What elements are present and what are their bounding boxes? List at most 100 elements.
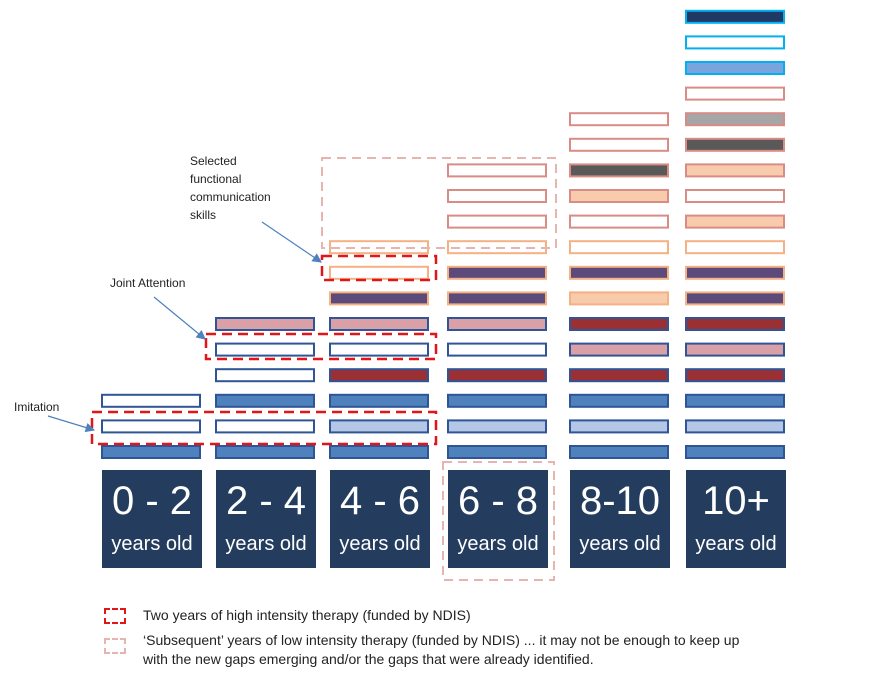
skill-bar — [215, 445, 315, 459]
skill-bar — [329, 265, 429, 280]
skill-bar — [685, 137, 785, 152]
skill-bar — [215, 393, 315, 408]
high-intensity-box-functional-communication — [320, 254, 438, 282]
skill-bar — [215, 419, 315, 434]
skill-bar — [329, 317, 429, 331]
skill-bar — [101, 419, 201, 434]
skill-bar — [569, 419, 669, 434]
skill-bar — [447, 163, 547, 178]
age-range: 6 - 8 — [457, 479, 539, 523]
age-range: 4 - 6 — [339, 479, 421, 523]
skill-bar — [447, 368, 547, 383]
skill-bar — [101, 393, 201, 408]
skill-bar — [569, 368, 669, 383]
age-box-4-6: 4 - 6 years old — [330, 470, 430, 568]
skill-bar — [569, 393, 669, 408]
skill-bar — [569, 214, 669, 229]
functional-communication-line-1: Selected — [190, 154, 237, 168]
imitation-label: Imitation — [14, 400, 60, 414]
skill-bar — [685, 163, 785, 178]
skill-bar — [447, 445, 547, 459]
skill-bar — [329, 342, 429, 357]
skill-bar — [569, 291, 669, 306]
high-intensity-box-joint-attention — [204, 332, 438, 361]
imitation-arrow — [47, 415, 96, 433]
low-intensity-box-6-8-upper — [321, 157, 557, 249]
functional-communication-line-2: functional — [190, 172, 242, 186]
skill-bar — [685, 61, 785, 75]
skill-bar — [685, 393, 785, 408]
age-range: 2 - 4 — [225, 479, 307, 523]
legend-low-intensity-text-1: ‘Subsequent’ years of low intensity ther… — [143, 632, 740, 648]
skill-bar — [685, 35, 785, 50]
skill-bar — [447, 189, 547, 203]
skill-bar — [329, 419, 429, 434]
age-unit: years old — [695, 533, 777, 555]
skill-bars-layer — [101, 9, 785, 459]
skill-bar — [685, 214, 785, 229]
functional-communication-line-4: skills — [190, 208, 216, 222]
skill-bar — [685, 189, 785, 203]
age-unit: years old — [111, 533, 193, 555]
skill-bar — [329, 291, 429, 306]
skill-bar — [685, 9, 785, 24]
skill-bar — [215, 317, 315, 331]
skill-bar — [569, 137, 669, 152]
skill-bar — [215, 342, 315, 357]
skill-bar — [447, 317, 547, 331]
skill-bar — [569, 163, 669, 178]
age-box-8-10: 8-10 years old — [570, 470, 670, 568]
low-intensity-box-6-8-lower — [442, 461, 555, 581]
age-range: 8-10 — [579, 479, 661, 523]
age-box-2-4: 2 - 4 years old — [216, 470, 316, 568]
skill-bar — [685, 368, 785, 383]
skill-bar — [569, 342, 669, 357]
functional-communication-line-3: communication — [190, 190, 271, 204]
skill-bar — [685, 265, 785, 280]
functional-communication-label: Selected functional communication skills — [190, 152, 271, 224]
skill-bar — [329, 445, 429, 459]
skill-bar — [569, 240, 669, 255]
skill-bar — [447, 342, 547, 357]
skill-bar — [569, 445, 669, 459]
skill-bar — [215, 368, 315, 383]
skill-bar — [447, 419, 547, 434]
skill-bar — [685, 112, 785, 127]
functional-communication-arrow — [261, 221, 322, 263]
skill-bar — [569, 189, 669, 203]
age-box-6-8: 6 - 8 years old — [448, 470, 548, 568]
skill-bar — [569, 265, 669, 280]
joint-attention-label: Joint Attention — [110, 276, 186, 290]
skill-bar — [685, 291, 785, 306]
age-unit: years old — [225, 533, 307, 555]
skill-bar — [329, 393, 429, 408]
joint-attention-arrow — [153, 296, 206, 340]
age-unit: years old — [457, 533, 539, 555]
skill-bar — [685, 342, 785, 357]
skill-bar — [685, 317, 785, 331]
age-range: 10+ — [702, 479, 770, 523]
skill-bar — [447, 393, 547, 408]
skill-bar — [685, 445, 785, 459]
skill-bar — [685, 240, 785, 255]
age-unit: years old — [579, 533, 661, 555]
skill-bar — [685, 86, 785, 101]
legend-high-intensity-text: Two years of high intensity therapy (fun… — [143, 607, 471, 623]
skill-bar — [447, 265, 547, 280]
age-range: 0 - 2 — [111, 479, 193, 523]
age-box-0-2: 0 - 2 years old — [102, 470, 202, 568]
skill-bar — [685, 419, 785, 434]
age-unit: years old — [339, 533, 421, 555]
skill-bar — [101, 445, 201, 459]
skill-bar — [569, 317, 669, 331]
skill-bar — [569, 112, 669, 127]
skill-bar — [447, 291, 547, 306]
age-box-10-plus: 10+ years old — [686, 470, 786, 568]
legend-low-intensity-swatch — [104, 638, 126, 654]
legend-high-intensity-swatch — [104, 608, 126, 624]
legend-low-intensity-text-2: with the new gaps emerging and/or the ga… — [143, 651, 594, 667]
skill-bar — [329, 368, 429, 383]
skill-bar — [447, 214, 547, 229]
